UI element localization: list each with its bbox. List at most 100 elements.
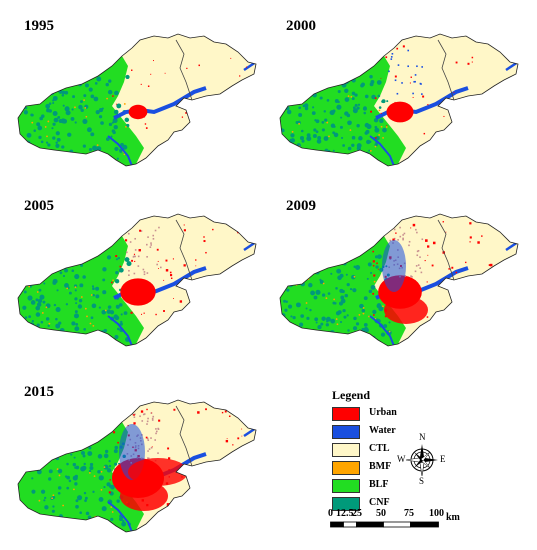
panel-year-label: 1995	[24, 18, 54, 34]
urban-patch	[241, 435, 243, 437]
urban-patch	[158, 226, 160, 229]
forest-patch	[361, 343, 365, 346]
forest-patch	[55, 317, 58, 321]
mixed-forest-patch	[31, 333, 33, 336]
urban-patch	[393, 228, 396, 231]
urban-patch	[164, 72, 166, 74]
forest-patch	[288, 150, 293, 156]
forest-patch	[20, 86, 24, 90]
forest-patch	[321, 316, 326, 321]
forest-patch	[292, 315, 296, 320]
forest-patch	[115, 304, 120, 309]
legend-swatch	[332, 443, 360, 457]
forest-patch	[71, 341, 75, 345]
urban-patch	[385, 56, 388, 59]
urban-patch	[241, 428, 243, 430]
urban-patch	[123, 297, 126, 299]
forest-patch	[78, 521, 82, 525]
forest-patch	[295, 302, 301, 308]
forest-patch	[361, 308, 366, 313]
scale-bar-graphic	[330, 521, 439, 528]
forest-patch	[79, 511, 83, 515]
forest-patch	[89, 466, 94, 471]
urban-patch	[167, 447, 170, 450]
forest-patch	[52, 122, 56, 126]
urban-patch	[509, 123, 512, 126]
forest-patch	[47, 162, 52, 166]
urban-patch	[237, 437, 240, 440]
forest-patch	[95, 286, 100, 291]
forest-patch	[338, 301, 344, 306]
forest-patch	[81, 79, 84, 82]
forest-patch	[36, 462, 41, 467]
mixed-forest-patch	[123, 103, 126, 105]
urban-patch	[163, 310, 165, 312]
forest-patch	[368, 289, 373, 294]
urban-patch	[373, 50, 376, 53]
urban-patch	[224, 410, 227, 413]
urban-patch	[148, 448, 151, 450]
forest-patch	[335, 79, 341, 85]
mixed-forest-patch	[353, 275, 356, 278]
forest-patch	[37, 262, 41, 267]
forest-patch	[363, 111, 367, 115]
forest-patch	[356, 340, 359, 344]
forest-patch	[320, 322, 324, 326]
scale-tick-label: 25	[352, 508, 362, 519]
forest-patch	[84, 496, 88, 500]
legend-swatch	[332, 479, 360, 493]
land-cover-map	[17, 399, 257, 533]
urban-patch	[492, 310, 495, 313]
urban-patch	[183, 471, 187, 475]
legend-swatch	[332, 425, 360, 439]
urban-patch	[152, 238, 155, 240]
urban-patch	[147, 417, 149, 420]
legend-label: CTL	[369, 443, 390, 454]
urban-patch	[151, 446, 153, 448]
urban-patch	[186, 467, 189, 471]
urban-patch	[146, 420, 149, 423]
forest-patch	[378, 106, 382, 109]
forest-patch	[107, 305, 112, 309]
urban-patch	[133, 272, 136, 275]
compass-west-label: W	[397, 454, 406, 464]
urban-patch	[386, 124, 388, 126]
urban-patch	[237, 304, 240, 307]
forest-patch	[308, 158, 313, 163]
forest-patch	[82, 118, 88, 124]
urban-patch	[124, 239, 128, 242]
mixed-forest-patch	[106, 97, 108, 100]
urban-patch	[396, 117, 398, 119]
urban-patch	[223, 295, 226, 297]
urban-patch	[192, 483, 194, 485]
region-outline	[279, 33, 519, 167]
forest-patch	[52, 77, 55, 81]
forest-patch	[79, 283, 84, 288]
forest-patch	[74, 121, 77, 124]
urban-patch	[131, 69, 133, 71]
urban-patch	[412, 96, 414, 98]
mixed-forest-patch	[368, 315, 370, 318]
forest-patch	[329, 79, 333, 84]
forest-patch	[87, 451, 93, 456]
urban-water-mix	[382, 240, 406, 292]
urban-patch	[246, 66, 248, 68]
forest-patch	[319, 97, 322, 100]
forest-patch	[42, 300, 46, 304]
mixed-forest-patch	[58, 474, 61, 477]
forest-patch	[321, 128, 325, 132]
urban-patch	[152, 415, 155, 418]
forest-patch	[27, 455, 30, 458]
urban-patch	[183, 496, 187, 500]
urban-patch	[412, 223, 416, 227]
forest-patch	[310, 158, 315, 162]
urban-patch	[504, 224, 506, 226]
forest-patch	[25, 278, 29, 281]
forest-patch	[52, 505, 55, 508]
urban-patch	[151, 412, 153, 414]
urban-patch	[370, 110, 373, 113]
forest-patch	[117, 327, 120, 331]
forest-patch	[324, 118, 328, 122]
forest-patch	[283, 254, 288, 259]
forest-patch	[56, 137, 61, 142]
